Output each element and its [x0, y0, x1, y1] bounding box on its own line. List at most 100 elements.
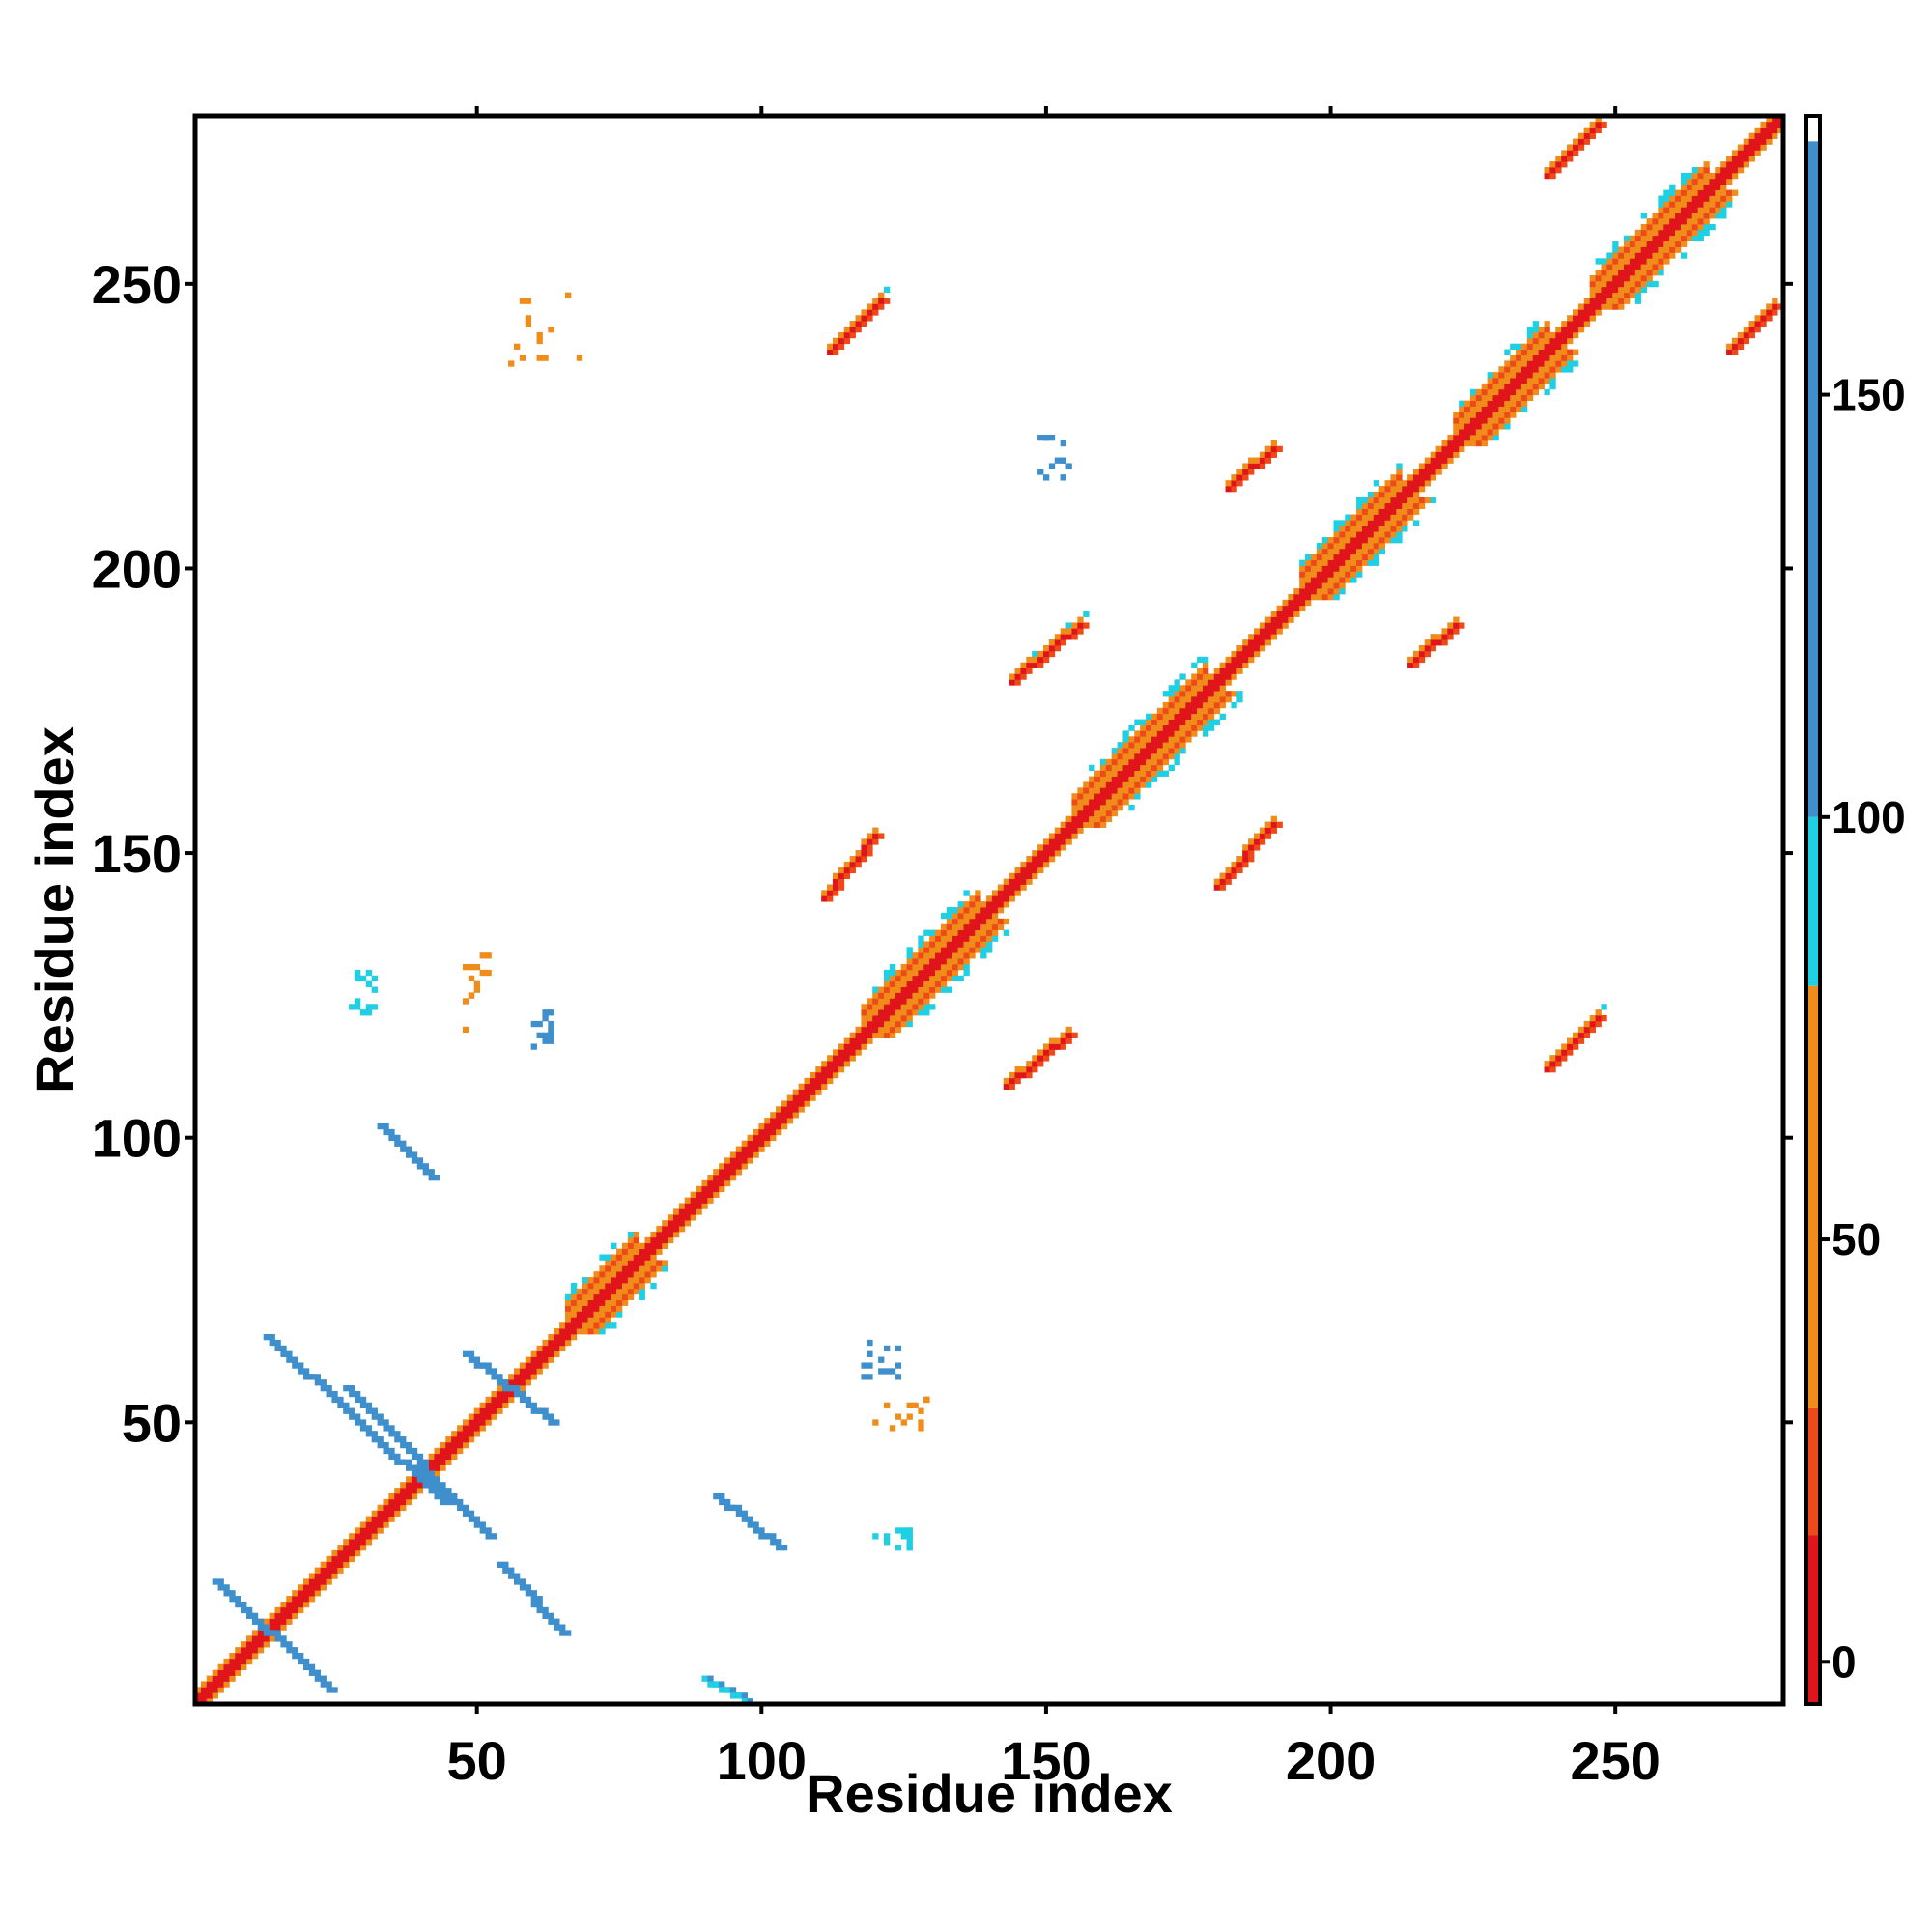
contact-cell: [1390, 480, 1397, 487]
contact-cell: [519, 1396, 526, 1404]
contact-cell: [1634, 229, 1642, 237]
contact-cell: [576, 355, 583, 361]
contact-cell: [337, 1396, 344, 1404]
contact-cell: [832, 1071, 839, 1079]
contact-cell: [337, 1561, 344, 1568]
x-tick-label: 250: [1570, 1730, 1660, 1791]
contact-cell: [1680, 195, 1688, 202]
contact-cell: [923, 1396, 930, 1404]
contact-cell: [473, 1425, 481, 1432]
contact-cell: [707, 1175, 714, 1181]
contact-cell: [1259, 838, 1266, 845]
contact-cell: [969, 901, 976, 908]
contact-cell: [741, 1151, 748, 1158]
contact-cell: [1663, 235, 1670, 242]
contact-cell: [656, 1265, 663, 1272]
contact-cell: [1264, 821, 1272, 828]
contact-cell: [354, 1396, 361, 1404]
contact-cell: [1259, 463, 1266, 469]
contact-cell: [451, 1492, 458, 1500]
contact-cell: [292, 1356, 298, 1363]
contact-cell: [1236, 691, 1243, 697]
contact-cell: [957, 952, 964, 959]
contact-cell: [434, 1464, 440, 1471]
contact-cell: [359, 1396, 367, 1404]
contact-cell: [1014, 884, 1021, 891]
contact-cell: [855, 1049, 862, 1056]
contact-cell: [832, 343, 839, 350]
contact-cell: [1658, 252, 1664, 259]
contact-cell: [1737, 337, 1745, 345]
contact-cell: [957, 918, 964, 925]
contact-cell: [1743, 337, 1750, 345]
contact-cell: [354, 1549, 361, 1557]
contact-cell: [895, 1527, 902, 1534]
contact-cell: [918, 1425, 924, 1432]
contact-cell: [1396, 508, 1403, 515]
contact-cell: [1577, 327, 1585, 333]
contact-cell: [1624, 286, 1631, 294]
contact-cell: [1396, 491, 1403, 498]
contact-cell: [229, 1596, 236, 1603]
contact-cell: [1516, 378, 1522, 384]
contact-cell: [1720, 195, 1727, 202]
contact-cell: [1567, 1037, 1574, 1044]
contact-cell: [1208, 701, 1215, 709]
contact-cell: [1492, 378, 1499, 384]
contact-cell: [1174, 730, 1180, 737]
contact-cell: [621, 1254, 629, 1261]
contact-cell: [1350, 565, 1357, 572]
contact-cell: [1373, 554, 1380, 561]
contact-cell: [599, 1293, 606, 1301]
contact-cell: [1469, 406, 1477, 412]
contact-cell: [929, 963, 936, 971]
contact-cell: [525, 1396, 532, 1404]
contact-cell: [1663, 223, 1670, 231]
contact-cell: [1544, 343, 1550, 350]
contact-cell: [895, 1413, 902, 1420]
contact-cell: [1663, 241, 1670, 247]
contact-cell: [1766, 127, 1773, 134]
contact-cell: [753, 1146, 759, 1152]
contact-cell: [548, 1419, 554, 1426]
contact-cell: [1225, 668, 1232, 674]
contact-cell: [1402, 520, 1408, 526]
contact-cell: [861, 1009, 867, 1016]
contact-cell: [1236, 668, 1243, 674]
contact-cell: [827, 1071, 834, 1079]
contact-cell: [1122, 736, 1129, 743]
contact-cell: [1327, 593, 1334, 601]
contact-cell: [1583, 1020, 1591, 1028]
contact-cell: [1270, 815, 1277, 823]
contact-cell: [1156, 724, 1164, 731]
contact-cell: [969, 923, 976, 931]
contact-cell: [1390, 491, 1397, 498]
contact-cell: [1680, 184, 1688, 191]
contact-cell: [1032, 662, 1038, 668]
colorbar-band: [1806, 985, 1820, 1408]
contact-cell: [1561, 327, 1568, 333]
contact-cell: [804, 1089, 810, 1095]
contact-cell: [838, 1043, 845, 1050]
contact-cell: [1128, 753, 1135, 760]
contact-cell: [1367, 491, 1375, 498]
contact-cell: [257, 1630, 265, 1636]
contact-cell: [565, 1630, 572, 1636]
contact-cell: [1640, 280, 1647, 288]
contact-cell: [867, 833, 873, 839]
contact-cell: [1327, 565, 1334, 572]
contact-cell: [1071, 804, 1078, 811]
contact-cell: [1089, 781, 1095, 788]
contact-cell: [872, 833, 879, 839]
contact-cell: [411, 1470, 418, 1477]
contact-cell: [1270, 451, 1277, 458]
contact-cell: [422, 1163, 429, 1170]
contact-cell: [1475, 406, 1483, 412]
contact-cell: [1168, 736, 1175, 743]
contact-cell: [1549, 355, 1556, 361]
contact-cell: [872, 838, 879, 845]
contact-cell: [621, 1248, 629, 1255]
contact-cell: [1037, 656, 1044, 664]
contact-cell: [1254, 639, 1261, 646]
contact-cell: [1305, 559, 1312, 566]
